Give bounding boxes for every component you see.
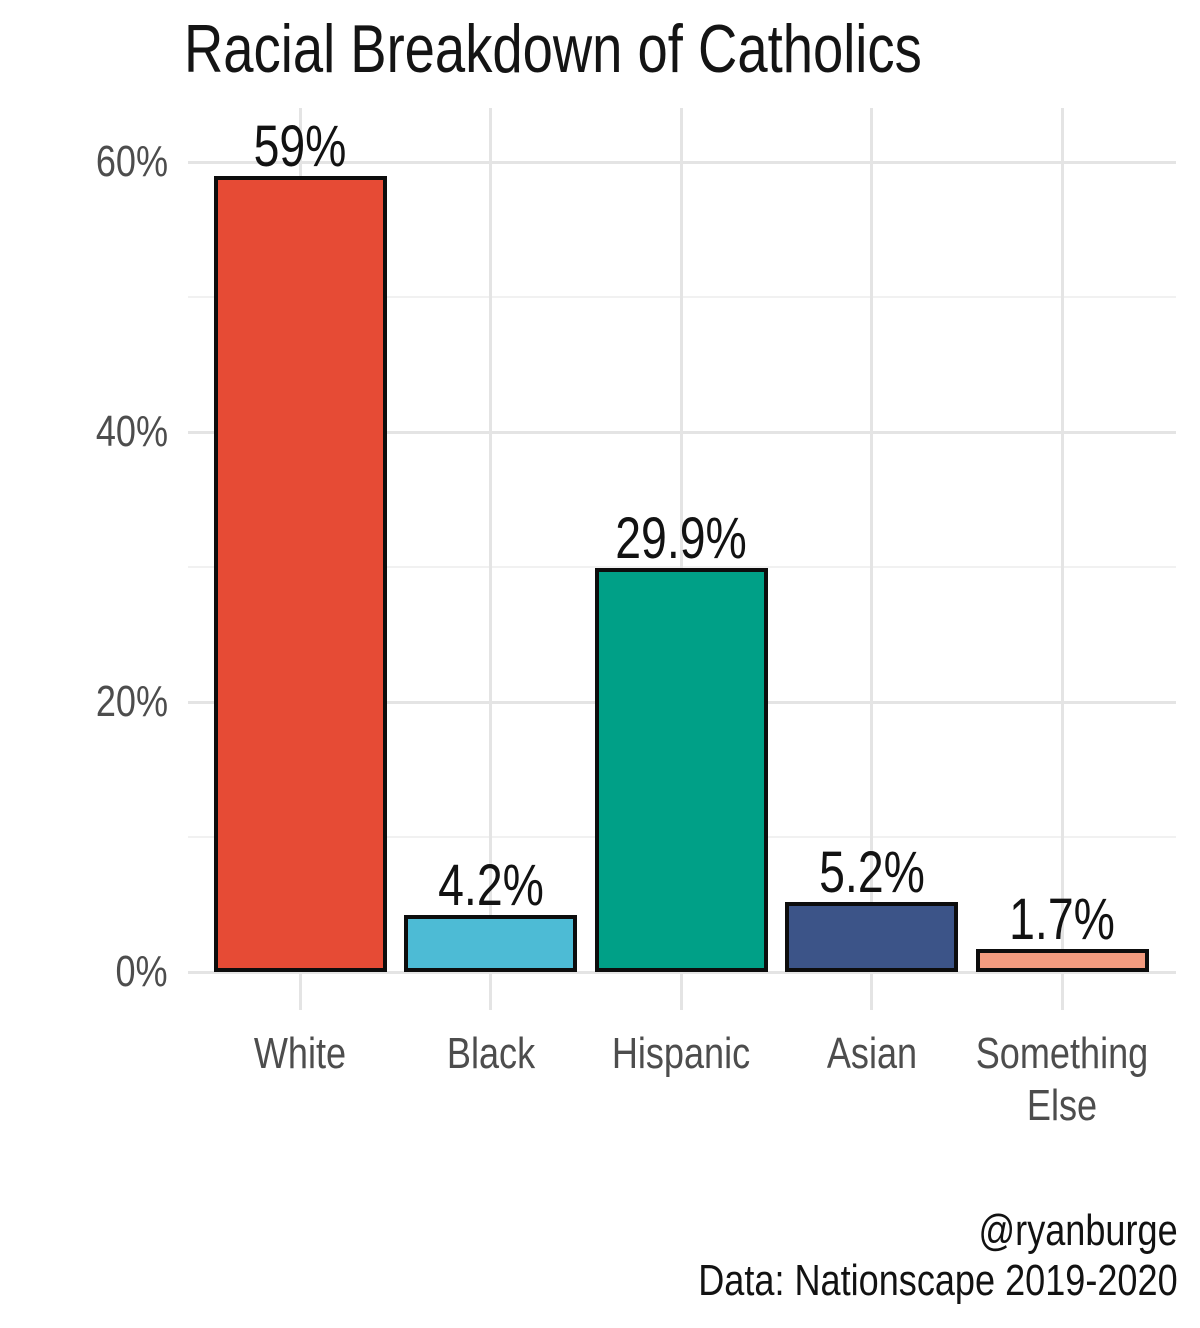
value-label-black: 4.2%	[437, 853, 544, 919]
bar-asian	[785, 901, 958, 972]
caption-data-source: Data: Nationscape 2019-2020	[698, 1256, 1178, 1305]
bar-white	[213, 175, 387, 972]
bar-something-else	[975, 949, 1149, 972]
value-label-asian: 5.2%	[818, 839, 925, 905]
bar-hispanic	[594, 568, 768, 972]
x-axis-label-white: White	[253, 1029, 347, 1078]
bar-black	[404, 915, 577, 972]
caption-author: @ryanburge	[978, 1206, 1178, 1255]
gridline-vertical	[1060, 108, 1064, 1010]
y-axis-label-40pct: 40%	[95, 407, 168, 456]
y-axis-label-60pct: 60%	[95, 137, 168, 186]
gridline-vertical	[679, 108, 683, 1010]
y-axis-label-0pct: 0%	[115, 947, 168, 996]
value-label-white: 59%	[253, 113, 347, 179]
x-axis-label-black: Black	[446, 1029, 535, 1078]
value-label-something-else: 1.7%	[1009, 887, 1115, 953]
x-axis-label-asian: Asian	[826, 1029, 917, 1078]
gridline-vertical	[489, 108, 492, 1010]
gridline-vertical	[870, 108, 873, 1010]
chart-caption: @ryanburge Data: Nationscape 2019-2020	[699, 1206, 1178, 1306]
x-axis-label-something-else: Something Else	[975, 1029, 1149, 1130]
x-axis-label-hispanic: Hispanic	[611, 1029, 751, 1078]
y-axis-label-20pct: 20%	[95, 677, 168, 726]
chart-title: Racial Breakdown of Catholics	[184, 11, 922, 87]
value-label-hispanic: 29.9%	[615, 506, 747, 572]
